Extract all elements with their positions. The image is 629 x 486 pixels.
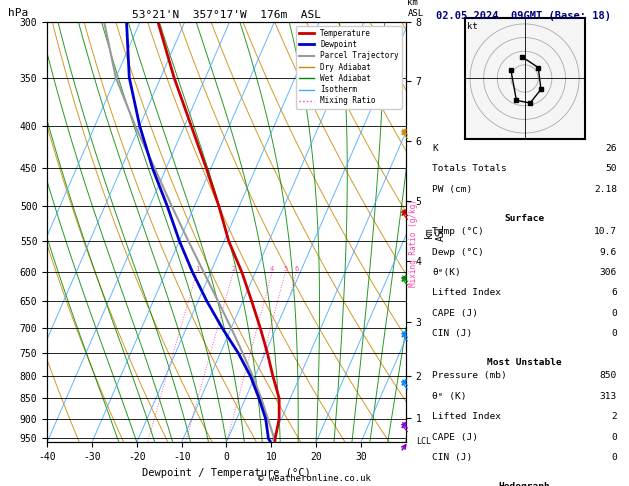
Text: 2: 2 (611, 412, 617, 421)
Text: 1: 1 (195, 266, 199, 272)
Text: CIN (J): CIN (J) (432, 453, 472, 462)
Text: Dewp (°C): Dewp (°C) (432, 247, 484, 257)
Text: θᵉ (K): θᵉ (K) (432, 392, 467, 401)
Text: 306: 306 (599, 268, 617, 277)
Text: Surface: Surface (504, 214, 545, 223)
Text: 5: 5 (283, 266, 287, 272)
Text: 26: 26 (605, 144, 617, 153)
Text: 50: 50 (605, 164, 617, 174)
Text: LCL: LCL (416, 436, 431, 446)
Text: Temp (°C): Temp (°C) (432, 227, 484, 236)
Text: Lifted Index: Lifted Index (432, 412, 501, 421)
Text: 02.05.2024  09GMT (Base: 18): 02.05.2024 09GMT (Base: 18) (435, 11, 611, 21)
Text: CIN (J): CIN (J) (432, 329, 472, 338)
Text: © weatheronline.co.uk: © weatheronline.co.uk (258, 474, 371, 483)
Legend: Temperature, Dewpoint, Parcel Trajectory, Dry Adiabat, Wet Adiabat, Isotherm, Mi: Temperature, Dewpoint, Parcel Trajectory… (296, 26, 402, 108)
Text: 0: 0 (611, 309, 617, 318)
Text: Lifted Index: Lifted Index (432, 288, 501, 297)
Text: 313: 313 (599, 392, 617, 401)
Text: Hodograph: Hodograph (499, 482, 550, 486)
Text: kt: kt (467, 22, 477, 31)
Text: 2.18: 2.18 (594, 185, 617, 194)
Text: 850: 850 (599, 371, 617, 381)
Text: 2: 2 (231, 266, 235, 272)
Text: Totals Totals: Totals Totals (432, 164, 507, 174)
Text: km
ASL: km ASL (408, 0, 423, 17)
Text: Mixing Ratio (g/kg): Mixing Ratio (g/kg) (409, 199, 418, 287)
Text: Most Unstable: Most Unstable (487, 358, 562, 367)
Text: 0: 0 (611, 453, 617, 462)
Y-axis label: hPa: hPa (8, 8, 28, 17)
Text: 10.7: 10.7 (594, 227, 617, 236)
Text: 9.6: 9.6 (599, 247, 617, 257)
X-axis label: Dewpoint / Temperature (°C): Dewpoint / Temperature (°C) (142, 468, 311, 478)
Text: 6: 6 (294, 266, 298, 272)
Title: 53°21'N  357°17'W  176m  ASL: 53°21'N 357°17'W 176m ASL (132, 10, 321, 20)
Y-axis label: km
ASL: km ASL (424, 223, 446, 241)
Text: CAPE (J): CAPE (J) (432, 433, 478, 442)
Text: Pressure (mb): Pressure (mb) (432, 371, 507, 381)
Text: 4: 4 (270, 266, 274, 272)
Text: CAPE (J): CAPE (J) (432, 309, 478, 318)
Text: 6: 6 (611, 288, 617, 297)
Text: 0: 0 (611, 433, 617, 442)
Text: θᵉ(K): θᵉ(K) (432, 268, 461, 277)
Text: K: K (432, 144, 438, 153)
Text: PW (cm): PW (cm) (432, 185, 472, 194)
Text: 0: 0 (611, 329, 617, 338)
